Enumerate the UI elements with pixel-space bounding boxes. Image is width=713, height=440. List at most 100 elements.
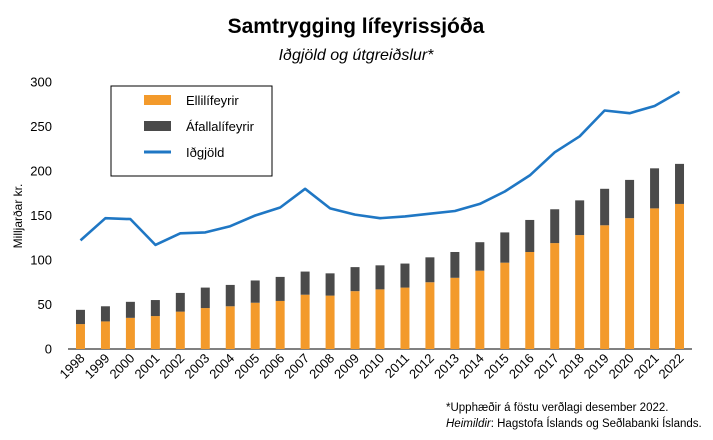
bar-afallalifeyrir (250, 280, 260, 303)
legend-swatch-afallalifeyrir (144, 121, 171, 131)
bar-afallalifeyrir (575, 200, 585, 236)
source-text: : Hagstofa Íslands og Seðlabanki Íslands… (491, 417, 702, 430)
x-tick-label: 2011 (382, 351, 412, 381)
y-axis-label: Milljarðar kr. (11, 184, 25, 249)
source-label: Heimildir (446, 418, 492, 430)
x-tick-label: 2012 (406, 351, 437, 382)
bar-ellilifeyrir (325, 295, 335, 349)
bars (75, 163, 685, 349)
bar-afallalifeyrir (350, 267, 360, 292)
x-tick-label: 2000 (106, 351, 137, 382)
bar-afallalifeyrir (625, 179, 635, 219)
source-note: Heimildir: Hagstofa Íslands og Seðlabank… (446, 417, 702, 430)
bar-afallalifeyrir (125, 301, 135, 318)
x-tick-label: 2014 (456, 351, 487, 382)
x-tick-label: 2020 (606, 351, 637, 382)
bar-ellilifeyrir (125, 317, 135, 349)
bar-ellilifeyrir (375, 289, 385, 349)
bar-afallalifeyrir (525, 219, 535, 252)
x-tick-label: 2015 (481, 351, 512, 382)
y-tick-label: 50 (38, 297, 52, 312)
line-series (79, 90, 681, 247)
x-tick-label: 2003 (181, 351, 212, 382)
x-tick-label: 2021 (631, 351, 662, 382)
bar-ellilifeyrir (550, 243, 560, 349)
x-tick-label: 2013 (431, 351, 462, 382)
bar-ellilifeyrir (350, 291, 360, 349)
bar-ellilifeyrir (600, 225, 610, 349)
legend-swatch-ellilifeyrir (144, 95, 171, 105)
bar-ellilifeyrir (625, 218, 635, 349)
bar-afallalifeyrir (450, 251, 460, 278)
bar-afallalifeyrir (75, 309, 85, 325)
bar-afallalifeyrir (325, 273, 335, 296)
y-tick-label: 200 (30, 164, 52, 179)
x-tick-label: 2004 (206, 351, 237, 382)
bar-afallalifeyrir (100, 306, 110, 322)
bar-afallalifeyrir (275, 276, 285, 301)
bar-afallalifeyrir (650, 168, 660, 209)
bar-ellilifeyrir (300, 294, 310, 349)
x-tick-label: 2019 (581, 351, 612, 382)
x-tick-label: 1999 (81, 351, 112, 382)
legend-label-idgjold: Iðgjöld (186, 145, 224, 160)
bar-afallalifeyrir (400, 263, 410, 288)
bar-afallalifeyrir (600, 188, 610, 226)
x-tick-label: 1998 (57, 351, 88, 382)
bar-afallalifeyrir (200, 287, 210, 309)
bar-ellilifeyrir (475, 270, 485, 349)
y-tick-label: 300 (30, 75, 52, 90)
x-tick-labels: 1998199920002001200220032004200520062007… (57, 351, 687, 382)
legend: Ellilífeyrir Áfallalífeyrir Iðgjöld (110, 85, 273, 177)
y-tick-label: 100 (30, 253, 52, 268)
line-idgjold (79, 90, 681, 247)
bar-ellilifeyrir (425, 282, 435, 349)
bar-ellilifeyrir (200, 308, 210, 349)
x-tick-label: 2002 (156, 351, 187, 382)
bar-afallalifeyrir (425, 257, 435, 283)
legend-box (110, 85, 273, 177)
x-tick-label: 2001 (131, 351, 162, 382)
legend-label-afallalifeyrir: Áfallalífeyrir (186, 119, 255, 134)
bar-afallalifeyrir (175, 292, 185, 312)
bar-ellilifeyrir (75, 324, 85, 349)
footnote: *Upphæðir á föstu verðlagi desember 2022… (446, 402, 668, 414)
y-tick-label: 250 (30, 119, 52, 134)
bar-afallalifeyrir (150, 300, 160, 317)
bar-ellilifeyrir (500, 262, 510, 349)
bar-ellilifeyrir (450, 277, 460, 349)
bar-ellilifeyrir (650, 208, 660, 349)
x-tick-label: 2006 (256, 351, 287, 382)
x-tick-label: 2022 (656, 351, 687, 382)
bar-ellilifeyrir (225, 306, 235, 349)
chart-title: Samtrygging lífeyrissjóða (228, 15, 485, 38)
x-tick-label: 2007 (281, 351, 312, 382)
bar-afallalifeyrir (500, 232, 510, 263)
bar-ellilifeyrir (275, 300, 285, 349)
bar-ellilifeyrir (400, 287, 410, 349)
y-tick-label: 0 (45, 342, 52, 357)
x-tick-label: 2017 (531, 351, 562, 382)
bar-afallalifeyrir (475, 242, 485, 271)
y-tick-label: 150 (30, 208, 52, 223)
bar-ellilifeyrir (575, 235, 585, 349)
bar-afallalifeyrir (225, 284, 235, 307)
bar-afallalifeyrir (300, 271, 310, 295)
chart-subtitle: Iðgjöld og útgreiðslur* (279, 47, 435, 64)
legend-label-ellilifeyrir: Ellilífeyrir (186, 93, 239, 108)
x-tick-label: 2008 (306, 351, 337, 382)
bar-ellilifeyrir (675, 203, 685, 349)
x-tick-label: 2005 (231, 351, 262, 382)
bar-afallalifeyrir (550, 209, 560, 244)
x-tick-label: 2009 (331, 351, 362, 382)
x-tick-label: 2018 (556, 351, 587, 382)
bar-ellilifeyrir (250, 302, 260, 349)
bar-ellilifeyrir (525, 251, 535, 349)
x-tick-label: 2010 (356, 351, 387, 382)
bar-ellilifeyrir (150, 316, 160, 349)
bar-ellilifeyrir (100, 321, 110, 349)
bar-afallalifeyrir (675, 163, 685, 204)
bar-afallalifeyrir (375, 265, 385, 290)
